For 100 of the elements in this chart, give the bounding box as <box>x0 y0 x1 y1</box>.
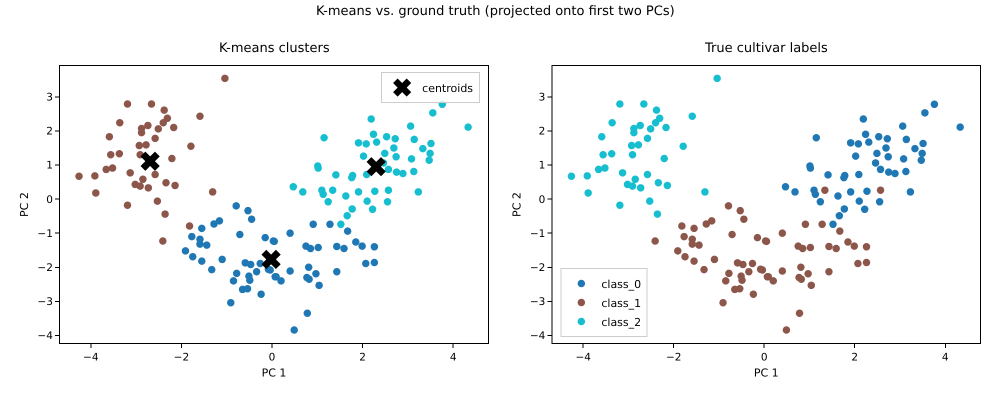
point <box>918 156 926 164</box>
point <box>662 124 670 132</box>
point <box>218 256 226 264</box>
point <box>182 247 190 255</box>
point <box>911 144 919 152</box>
point <box>372 138 380 146</box>
y-axis-title: PC 2 <box>510 192 524 217</box>
legend-label: class_0 <box>601 278 642 291</box>
point <box>116 150 124 158</box>
point <box>102 166 110 174</box>
point <box>654 178 662 186</box>
point <box>874 132 882 140</box>
point <box>139 176 147 184</box>
point <box>368 206 376 214</box>
point <box>634 141 642 149</box>
point <box>236 230 244 238</box>
point <box>918 150 926 158</box>
point <box>863 187 871 195</box>
point <box>304 264 312 272</box>
point <box>332 171 340 179</box>
point <box>646 125 654 133</box>
point <box>628 142 636 150</box>
point <box>381 150 389 158</box>
point <box>170 124 178 132</box>
point <box>865 138 873 146</box>
y-tick-label: 3 <box>46 91 53 104</box>
point <box>315 282 323 290</box>
point <box>824 171 832 179</box>
point <box>277 277 285 285</box>
chart-title: True cultivar labels <box>704 41 828 56</box>
point <box>248 215 256 223</box>
point <box>362 140 370 148</box>
point <box>921 109 929 117</box>
point <box>91 172 99 180</box>
point <box>144 122 152 130</box>
legend-label: class_1 <box>601 296 642 310</box>
y-axis-title: PC 2 <box>18 192 32 217</box>
x-tick-label: 2 <box>359 352 366 364</box>
point <box>392 153 400 161</box>
point <box>701 188 709 196</box>
point <box>304 310 312 318</box>
text: K-means vs. ground truth (projected onto first two PCs) <box>316 4 675 19</box>
point <box>290 183 298 191</box>
point <box>829 220 837 228</box>
point <box>846 188 854 196</box>
point <box>208 266 216 274</box>
point <box>601 164 609 172</box>
point <box>884 153 892 161</box>
point <box>636 184 644 192</box>
point <box>616 100 624 108</box>
point <box>309 220 317 228</box>
point <box>816 198 824 206</box>
x-tick-label: 2 <box>851 352 858 364</box>
point <box>425 156 433 164</box>
point <box>384 186 392 194</box>
point <box>171 182 179 190</box>
point <box>427 140 435 148</box>
point <box>812 190 820 198</box>
point <box>426 150 434 158</box>
point <box>106 151 114 159</box>
point <box>410 136 418 144</box>
point <box>860 206 868 214</box>
y-tick-label: 3 <box>538 91 546 104</box>
point <box>160 106 168 114</box>
point <box>891 170 899 178</box>
point <box>142 141 150 149</box>
point <box>631 176 639 184</box>
y-tick-label: 2 <box>46 126 53 138</box>
point <box>319 190 327 198</box>
point <box>371 187 379 195</box>
y-tick-label: −2 <box>530 262 546 274</box>
point <box>257 290 265 298</box>
point <box>812 134 820 142</box>
point <box>261 250 281 270</box>
point <box>232 202 240 210</box>
point <box>391 134 399 142</box>
point <box>252 268 260 276</box>
point <box>362 260 370 268</box>
point <box>343 212 351 220</box>
point <box>644 170 652 178</box>
y-tick-label: 2 <box>538 126 546 138</box>
point <box>159 237 167 245</box>
point <box>876 198 884 206</box>
point <box>464 123 472 131</box>
x-tick-label: −4 <box>83 352 99 364</box>
point <box>126 169 134 177</box>
point <box>344 227 352 235</box>
point <box>782 183 790 191</box>
point <box>898 122 906 130</box>
point <box>216 217 224 225</box>
x-axis-title: PC 1 <box>262 366 286 380</box>
point <box>644 134 652 142</box>
x-axis-title: PC 1 <box>754 366 779 380</box>
point <box>854 140 862 148</box>
point <box>333 268 341 276</box>
legend-label: centroids <box>422 82 474 95</box>
point <box>834 192 842 200</box>
point <box>410 168 418 176</box>
point <box>840 205 848 213</box>
point <box>244 206 252 214</box>
